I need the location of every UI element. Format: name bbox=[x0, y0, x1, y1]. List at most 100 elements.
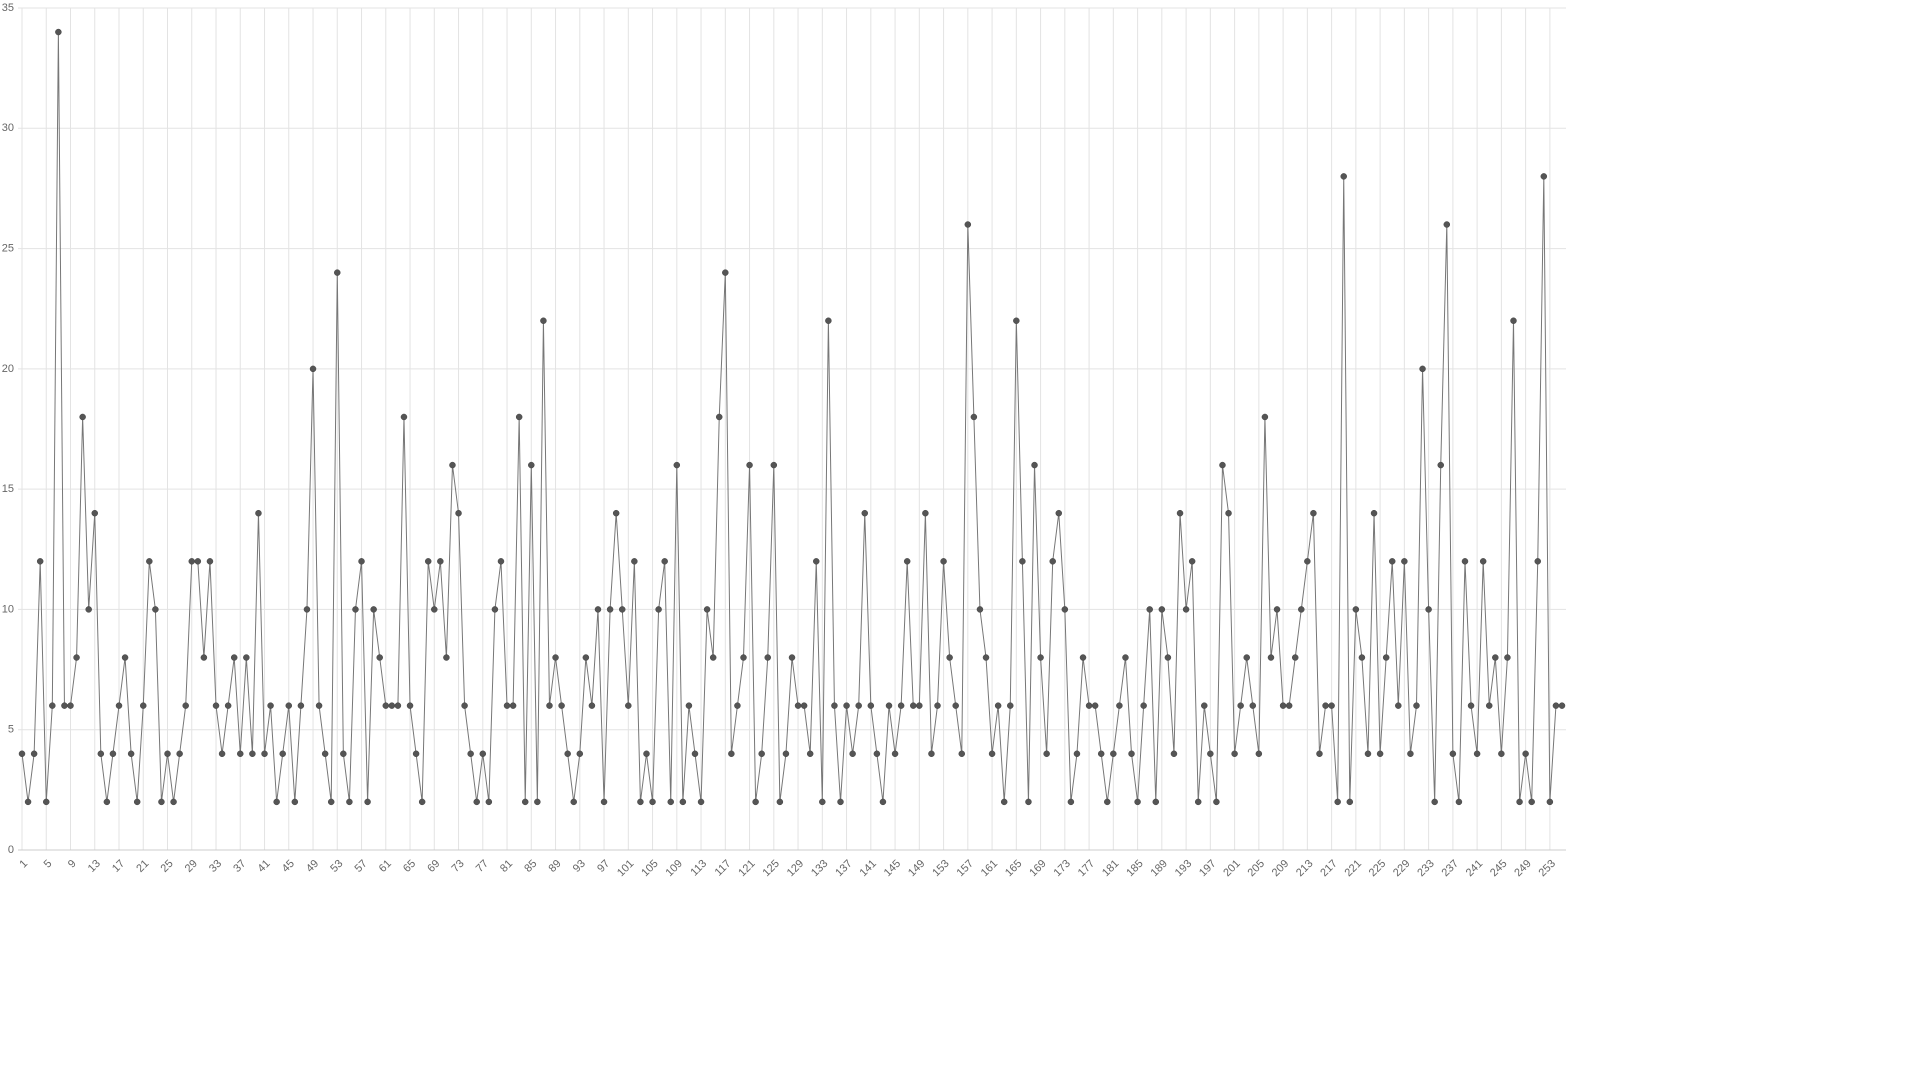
point bbox=[1388, 558, 1396, 565]
point bbox=[261, 750, 268, 758]
point bbox=[813, 558, 820, 565]
x-tick-label: 1 bbox=[17, 858, 30, 871]
point bbox=[109, 750, 117, 758]
point bbox=[837, 798, 844, 806]
point bbox=[388, 702, 396, 709]
point bbox=[1528, 798, 1535, 806]
point bbox=[758, 750, 765, 758]
point bbox=[406, 702, 414, 709]
x-tick-label: 45 bbox=[280, 858, 297, 875]
point bbox=[1340, 173, 1347, 180]
x-tick-label: 29 bbox=[183, 858, 200, 875]
point bbox=[1279, 702, 1287, 709]
point bbox=[1140, 702, 1147, 709]
x-tick-label: 145 bbox=[882, 858, 903, 879]
point bbox=[1413, 702, 1420, 709]
point bbox=[1510, 317, 1517, 324]
point bbox=[515, 413, 523, 421]
point bbox=[424, 558, 432, 565]
point bbox=[437, 558, 444, 565]
point bbox=[570, 798, 577, 806]
point bbox=[1122, 654, 1129, 661]
point bbox=[1310, 509, 1317, 517]
x-tick-label: 105 bbox=[639, 858, 660, 879]
x-tick-label: 125 bbox=[761, 858, 782, 879]
x-tick-label: 13 bbox=[86, 858, 103, 875]
point bbox=[885, 702, 893, 709]
point bbox=[449, 461, 456, 469]
point bbox=[1455, 798, 1463, 806]
x-tick-label: 205 bbox=[1246, 858, 1267, 879]
point bbox=[1043, 750, 1050, 758]
point bbox=[133, 798, 141, 806]
point bbox=[861, 509, 869, 517]
point bbox=[709, 654, 717, 661]
point bbox=[1073, 750, 1081, 758]
x-tick-label: 97 bbox=[595, 858, 612, 875]
point bbox=[194, 558, 202, 565]
point bbox=[637, 798, 644, 806]
point bbox=[643, 750, 650, 758]
x-tick-label: 229 bbox=[1391, 858, 1412, 879]
y-tick-label: 10 bbox=[2, 603, 14, 615]
x-tick-label: 157 bbox=[955, 858, 976, 879]
point bbox=[849, 750, 856, 758]
point bbox=[509, 702, 517, 709]
x-tick-label: 237 bbox=[1440, 858, 1461, 879]
point bbox=[327, 798, 335, 806]
point bbox=[121, 654, 129, 661]
point bbox=[1273, 606, 1281, 613]
point bbox=[1170, 750, 1178, 758]
point bbox=[1037, 654, 1044, 661]
point bbox=[1049, 558, 1056, 565]
point bbox=[673, 461, 681, 469]
point bbox=[1255, 750, 1263, 758]
x-tick-label: 81 bbox=[498, 858, 515, 875]
point bbox=[1097, 750, 1105, 758]
point bbox=[152, 606, 159, 613]
point bbox=[103, 798, 111, 806]
point bbox=[800, 702, 808, 709]
x-tick-label: 253 bbox=[1537, 858, 1558, 879]
point bbox=[546, 702, 553, 709]
point bbox=[776, 798, 784, 806]
point bbox=[1249, 702, 1257, 709]
point bbox=[55, 28, 62, 36]
point bbox=[903, 558, 911, 565]
point bbox=[534, 798, 541, 806]
point bbox=[97, 750, 105, 758]
point bbox=[1558, 702, 1566, 709]
point bbox=[940, 558, 947, 565]
x-tick-label: 85 bbox=[522, 858, 539, 875]
point bbox=[1243, 654, 1250, 661]
point bbox=[934, 702, 941, 709]
x-tick-label: 25 bbox=[159, 858, 176, 875]
point bbox=[910, 702, 917, 709]
point bbox=[806, 750, 814, 758]
point bbox=[170, 798, 177, 806]
x-tick-label: 249 bbox=[1512, 858, 1533, 879]
point bbox=[1358, 654, 1366, 661]
point bbox=[376, 654, 383, 661]
point bbox=[352, 606, 359, 613]
point bbox=[1370, 509, 1378, 517]
point bbox=[230, 654, 238, 661]
point bbox=[1443, 221, 1451, 228]
point bbox=[612, 509, 620, 517]
point bbox=[291, 798, 299, 806]
y-tick-label: 20 bbox=[2, 363, 14, 375]
point bbox=[340, 750, 347, 758]
point bbox=[540, 317, 547, 324]
point bbox=[576, 750, 584, 758]
point bbox=[552, 654, 559, 661]
x-tick-label: 241 bbox=[1464, 858, 1485, 879]
x-tick-label: 37 bbox=[231, 858, 248, 875]
x-tick-label: 61 bbox=[377, 858, 394, 875]
x-tick-label: 73 bbox=[450, 858, 467, 875]
point bbox=[1061, 606, 1069, 613]
point bbox=[879, 798, 887, 806]
x-tick-label: 41 bbox=[256, 858, 273, 875]
point bbox=[1285, 702, 1293, 709]
point bbox=[91, 509, 99, 517]
point bbox=[1201, 702, 1208, 709]
